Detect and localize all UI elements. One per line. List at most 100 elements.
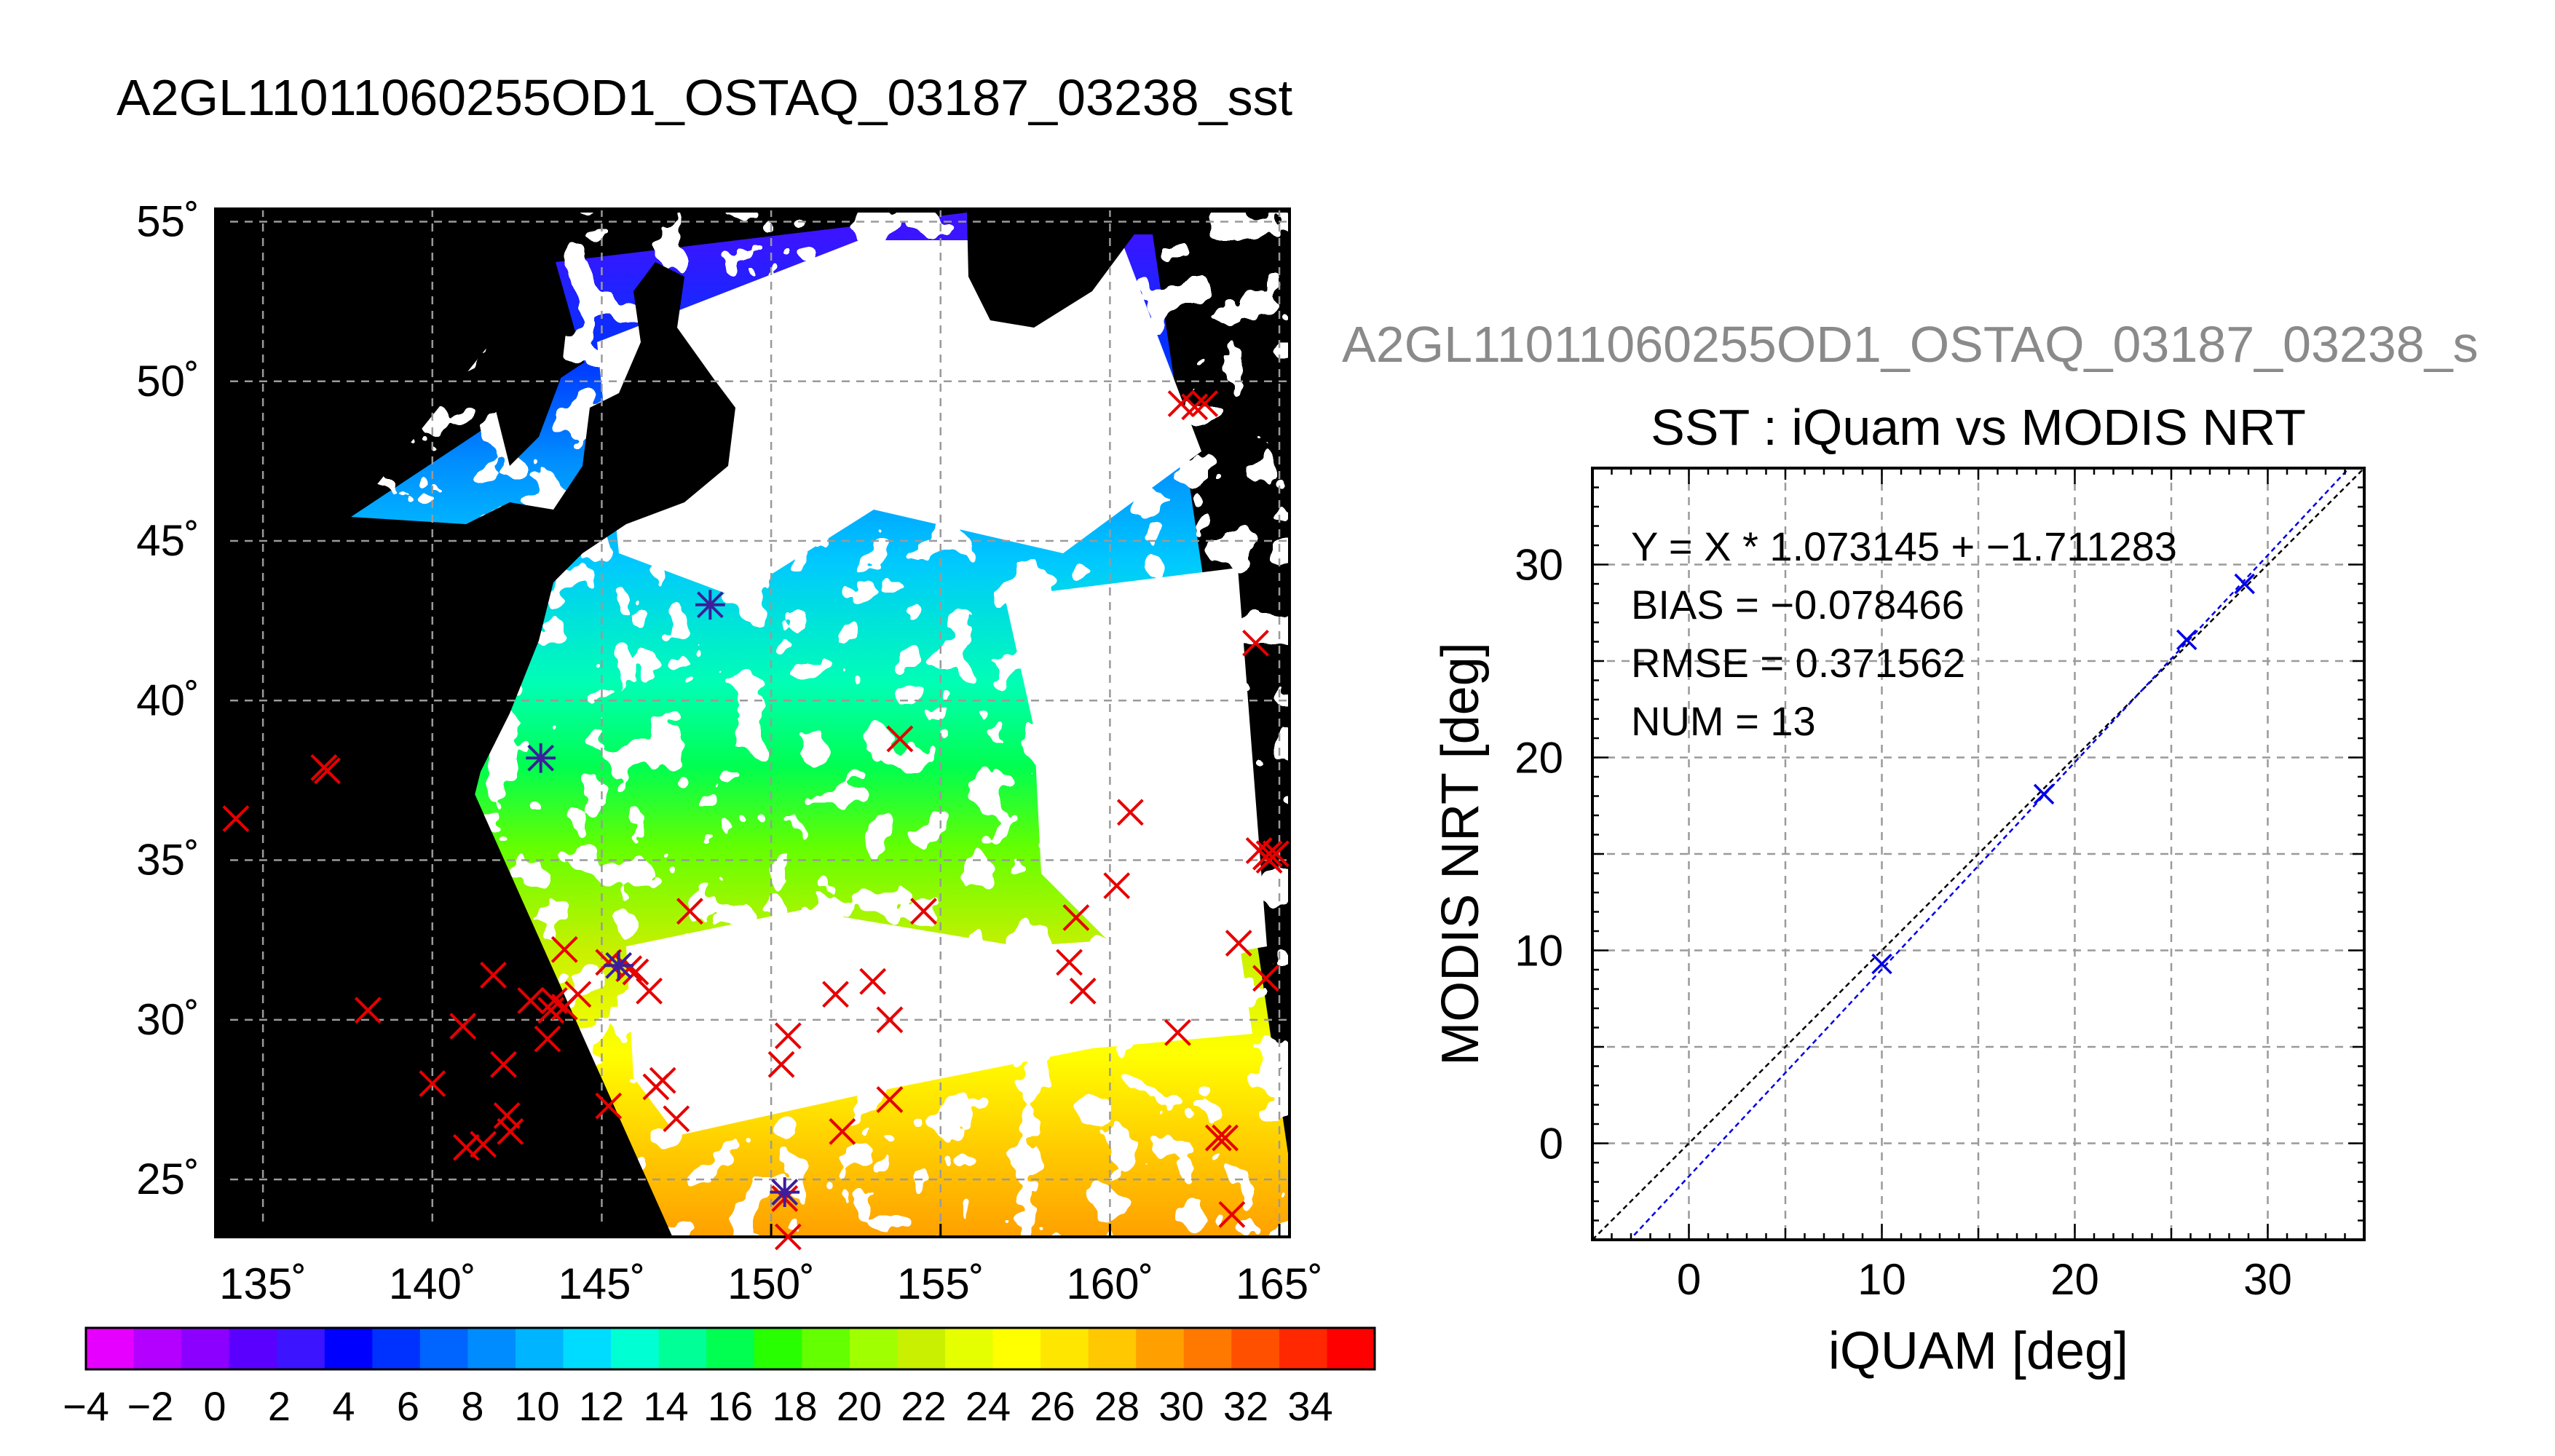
map-lon-tick-label: 155˚ xyxy=(897,1259,984,1308)
scatter-y-tick-label: 20 xyxy=(1515,734,1563,783)
buoy-marker-red xyxy=(1062,904,1090,931)
scatter-plot: SST : iQuam vs MODIS NRT 0 10 20 300102030 … xyxy=(1431,399,2366,1380)
buoy-marker-red xyxy=(1191,390,1219,417)
sst-map: 135˚ 140˚ 145˚ 150˚ 155˚ 160˚ 165˚ 55˚ 50˚ 45˚ 40˚… xyxy=(136,197,1323,1308)
colorbar-swatch xyxy=(1231,1328,1280,1369)
buoy-marker-red xyxy=(1103,872,1131,900)
scatter-y-tick-label: 0 xyxy=(1539,1120,1563,1168)
colorbar-label: −4 xyxy=(63,1383,109,1429)
buoy-marker-red xyxy=(1252,965,1279,992)
buoy-marker-red xyxy=(534,1025,561,1053)
cloud-band-north xyxy=(597,240,1201,597)
buoy-marker-red xyxy=(886,725,914,753)
colorbar-swatch xyxy=(1088,1328,1137,1369)
colorbar-label: 30 xyxy=(1158,1383,1204,1429)
scatter-point xyxy=(2234,573,2255,595)
colorbar-label: 34 xyxy=(1287,1383,1332,1429)
scatter-y-tick-label: 30 xyxy=(1515,541,1563,590)
buoy-marker-red xyxy=(1164,1018,1191,1046)
colorbar-label: 6 xyxy=(397,1383,419,1429)
buoy-marker-blue xyxy=(695,590,725,620)
colorbar-swatch xyxy=(658,1328,707,1369)
scatter-x-tick-label: 20 xyxy=(2050,1255,2099,1304)
colorbar-swatch xyxy=(849,1328,899,1369)
buoy-marker-red xyxy=(595,1092,623,1120)
map-lon-tick-label: 150˚ xyxy=(727,1259,815,1308)
buoy-markers xyxy=(222,390,1290,1251)
map-lon-tick-label: 145˚ xyxy=(558,1259,645,1308)
buoy-marker-blue xyxy=(604,950,634,981)
scatter-xlabel: iQUAM [deg] xyxy=(1828,1322,2128,1380)
buoy-marker-red xyxy=(497,1117,524,1145)
colorbar-label: 28 xyxy=(1094,1383,1140,1429)
buoy-marker-red xyxy=(1212,1124,1239,1152)
buoy-marker-red xyxy=(676,898,703,925)
cloud-band-south xyxy=(626,910,1252,1136)
buoy-marker-blue xyxy=(770,1177,800,1208)
map-lat-tick-label: 30˚ xyxy=(136,995,200,1044)
colorbar-swatch xyxy=(516,1328,564,1369)
colorbar-swatch xyxy=(467,1328,516,1369)
buoy-marker-red xyxy=(1255,840,1283,868)
land-kamchatka xyxy=(967,213,1150,328)
colorbar-swatch xyxy=(1279,1328,1328,1369)
buoy-marker-red xyxy=(663,1105,690,1133)
scatter-y-tick-label: 10 xyxy=(1515,927,1563,976)
buoy-marker-red xyxy=(314,757,341,785)
colorbar-swatch xyxy=(992,1328,1041,1369)
map-lat-tick-label: 45˚ xyxy=(136,516,200,565)
buoy-marker-red xyxy=(876,1086,904,1113)
annotation-bias: BIAS = −0.078466 xyxy=(1631,582,1964,628)
map-grid xyxy=(216,209,1290,1237)
buoy-marker-red xyxy=(550,935,578,963)
colorbar-swatch xyxy=(611,1328,660,1369)
colorbar-swatch xyxy=(1327,1328,1375,1369)
overlay-title: A2GL11011060255OD1_OSTAQ_03187_03238_s xyxy=(1342,316,2479,373)
colorbar-label: 20 xyxy=(837,1383,882,1429)
map-title: A2GL11011060255OD1_OSTAQ_03187_03238_sst xyxy=(117,69,1292,126)
colorbar-swatch xyxy=(181,1328,230,1369)
colorbar-label: −2 xyxy=(127,1383,174,1429)
buoy-marker-red xyxy=(636,977,663,1005)
annotation-rmse: RMSE = 0.371562 xyxy=(1631,640,1965,686)
buoy-marker-red xyxy=(615,955,643,983)
colorbar-swatch xyxy=(1136,1328,1185,1369)
colorbar-swatch xyxy=(802,1328,850,1369)
colorbar-swatch xyxy=(897,1328,946,1369)
scatter-x-tick-label: 10 xyxy=(1857,1255,1906,1304)
buoy-marker-red xyxy=(480,962,507,989)
buoy-marker-red xyxy=(595,949,623,976)
buoy-marker-red xyxy=(1262,840,1290,868)
map-lon-tick-label: 140˚ xyxy=(389,1259,476,1308)
colorbar-swatch xyxy=(706,1328,755,1369)
buoy-marker-red xyxy=(876,1006,904,1034)
buoy-marker-blue xyxy=(526,743,556,773)
map-ticks: 135˚ 140˚ 145˚ 150˚ 155˚ 160˚ 165˚ 55˚ 50˚ 45˚ 40˚… xyxy=(136,197,1323,1308)
annotation-fit-equation: Y = X * 1.073145 + −1.711283 xyxy=(1631,523,2177,569)
scatter-point xyxy=(2176,629,2197,651)
scatter-ticks: 0 10 20 30 0 10 20 30 xyxy=(1515,467,2366,1304)
colorbar-label: 14 xyxy=(643,1383,688,1429)
buoy-marker-red xyxy=(1181,393,1209,421)
colorbar-swatch xyxy=(86,1328,135,1369)
scatter-x-tick-label: 30 xyxy=(2243,1255,2292,1304)
colorbar-label: 0 xyxy=(203,1383,226,1429)
buoy-marker-red xyxy=(222,805,250,832)
buoy-marker-red xyxy=(910,898,937,925)
buoy-marker-red xyxy=(470,1131,497,1158)
buoy-marker-red xyxy=(622,958,649,986)
scatter-title: SST : iQuam vs MODIS NRT xyxy=(1651,399,2306,456)
colorbar-swatch xyxy=(419,1328,469,1369)
buoy-marker-red xyxy=(774,1223,802,1251)
map-frame xyxy=(214,207,1291,1238)
scatter-grid xyxy=(1592,468,2364,1240)
buoy-marker-red xyxy=(859,968,887,995)
buoy-marker-red xyxy=(1242,629,1269,657)
sst-colorbar: −4 −2 0 2 4 6 8 10 12 14 16 18 20 22 24 26 28 30 32 34 xyxy=(63,1326,1376,1429)
buoy-marker-red xyxy=(1218,1200,1246,1228)
land-west xyxy=(216,209,673,1237)
buoy-marker-red xyxy=(354,997,382,1024)
buoy-marker-red xyxy=(419,1070,446,1097)
colorbar-label: 10 xyxy=(514,1383,559,1429)
